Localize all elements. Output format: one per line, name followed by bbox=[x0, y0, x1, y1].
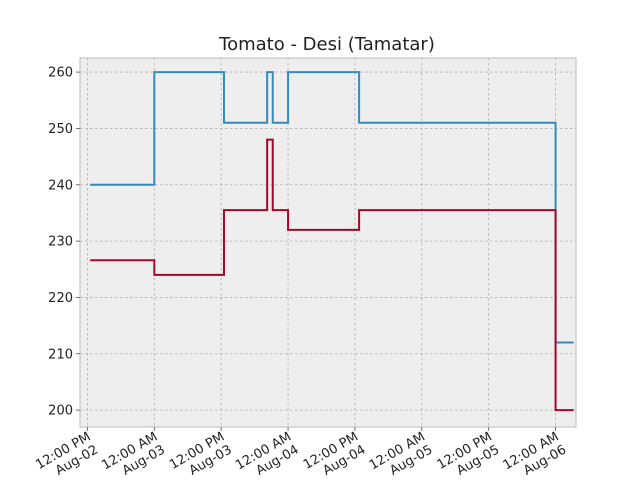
x-tick-label: 12:00 AMAug-05 bbox=[367, 429, 435, 480]
x-tick-label: 12:00 PMAug-04 bbox=[301, 429, 369, 480]
plot-area bbox=[80, 58, 576, 427]
x-tick-label: 12:00 PMAug-02 bbox=[33, 429, 101, 480]
x-tick-label: 12:00 AMAug-04 bbox=[233, 429, 301, 480]
y-tick-label: 220 bbox=[48, 291, 73, 306]
x-tick-label: 12:00 AMAug-03 bbox=[99, 429, 167, 480]
chart-title: Tomato - Desi (Tamatar) bbox=[218, 34, 435, 55]
y-tick-label: 230 bbox=[48, 235, 73, 250]
y-tick-label: 260 bbox=[48, 66, 73, 81]
y-tick-label: 250 bbox=[48, 122, 73, 137]
x-tick-label: 12:00 AMAug-06 bbox=[501, 429, 569, 480]
y-tick-label: 210 bbox=[48, 347, 73, 362]
x-tick-label: 12:00 PMAug-05 bbox=[435, 429, 503, 480]
x-tick-label: 12:00 PMAug-03 bbox=[167, 429, 235, 480]
series-line-2 bbox=[90, 138, 574, 412]
y-tick-label: 200 bbox=[48, 404, 73, 419]
plot-frame bbox=[79, 57, 577, 428]
series-line-1 bbox=[90, 71, 574, 344]
y-tick-label: 240 bbox=[48, 178, 73, 193]
